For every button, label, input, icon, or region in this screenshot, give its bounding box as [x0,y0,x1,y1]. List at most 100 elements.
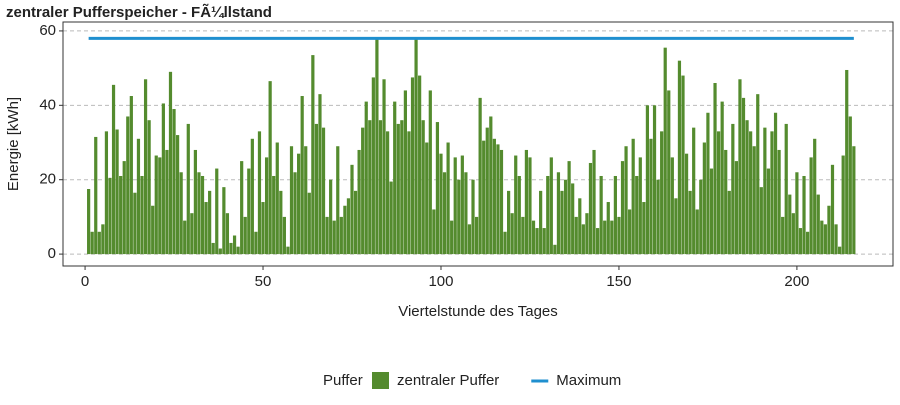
bar [709,168,714,255]
bar [681,75,685,255]
legend-label: Maximum [556,372,621,389]
bar [293,172,297,255]
bar [791,213,795,255]
bar [393,101,397,255]
bar [770,131,774,255]
bar [275,142,279,255]
bar [179,172,183,255]
bar [834,224,838,255]
bar [250,138,254,255]
bar [823,224,827,255]
bar [684,153,689,255]
bar [361,127,365,255]
bar [389,181,393,255]
bar [325,216,329,255]
bar [165,149,169,255]
bar [407,131,411,255]
bar [624,146,628,255]
bar [268,81,272,255]
bar [788,194,792,255]
bar [766,168,771,255]
x-axis-label: Viertelstunde des Tages [398,303,558,320]
bar [350,164,354,255]
bar [581,224,585,255]
bar [663,47,667,255]
bar [841,155,845,255]
bar [450,220,454,255]
bar [457,179,461,255]
bar [578,198,582,255]
bar [777,149,781,255]
bar [272,175,276,255]
legend-title: Puffer [323,372,363,389]
bar [129,96,133,255]
bar [649,138,653,255]
bar [161,103,165,255]
bar [136,138,141,255]
bar [610,220,614,255]
bar [784,123,788,255]
bar [375,38,379,255]
bar [446,142,450,255]
bar [474,216,479,255]
bar [852,146,856,255]
bar [435,122,440,255]
bar [97,231,101,255]
bar [428,90,432,255]
bar [535,228,539,255]
bar [307,192,311,255]
bar [713,83,717,255]
bar [531,220,536,255]
bar [571,183,575,255]
bar [514,155,518,255]
bar [332,220,336,255]
bar [563,179,568,255]
bar [838,246,842,255]
bar [720,101,724,255]
bar [539,190,543,255]
bar [759,187,763,255]
bar [321,127,326,255]
bar [496,144,500,255]
bar [556,172,561,255]
bar [467,224,472,255]
bar [211,242,215,255]
bar [336,146,340,255]
bar [400,120,404,255]
bar [126,116,130,255]
bar [140,175,144,255]
bar [816,194,820,255]
bar [442,172,447,255]
bar [485,127,489,255]
bar [756,94,760,255]
bar [261,202,265,255]
bar [343,205,347,255]
bar [90,231,94,255]
bar [798,228,803,255]
bar [660,131,664,255]
bar [382,79,386,255]
bar [499,149,504,255]
plot-border [62,21,894,267]
bar [300,96,304,255]
bar [489,116,493,255]
bar [453,157,457,255]
bar [638,157,642,255]
bar [528,157,532,255]
bar [108,177,112,255]
bar [200,175,205,255]
bar [567,161,571,255]
bar [603,220,607,255]
bar [734,161,738,255]
bar [845,69,849,255]
bar [385,131,390,255]
bar [820,220,824,255]
bar [695,209,699,255]
x-tick-label: 150 [606,273,631,290]
bar [414,38,418,255]
bar [318,94,322,255]
chart-title: zentraler Pufferspeicher - FÃ¼llstand [6,3,272,21]
bar [667,90,671,255]
bar [677,60,682,255]
